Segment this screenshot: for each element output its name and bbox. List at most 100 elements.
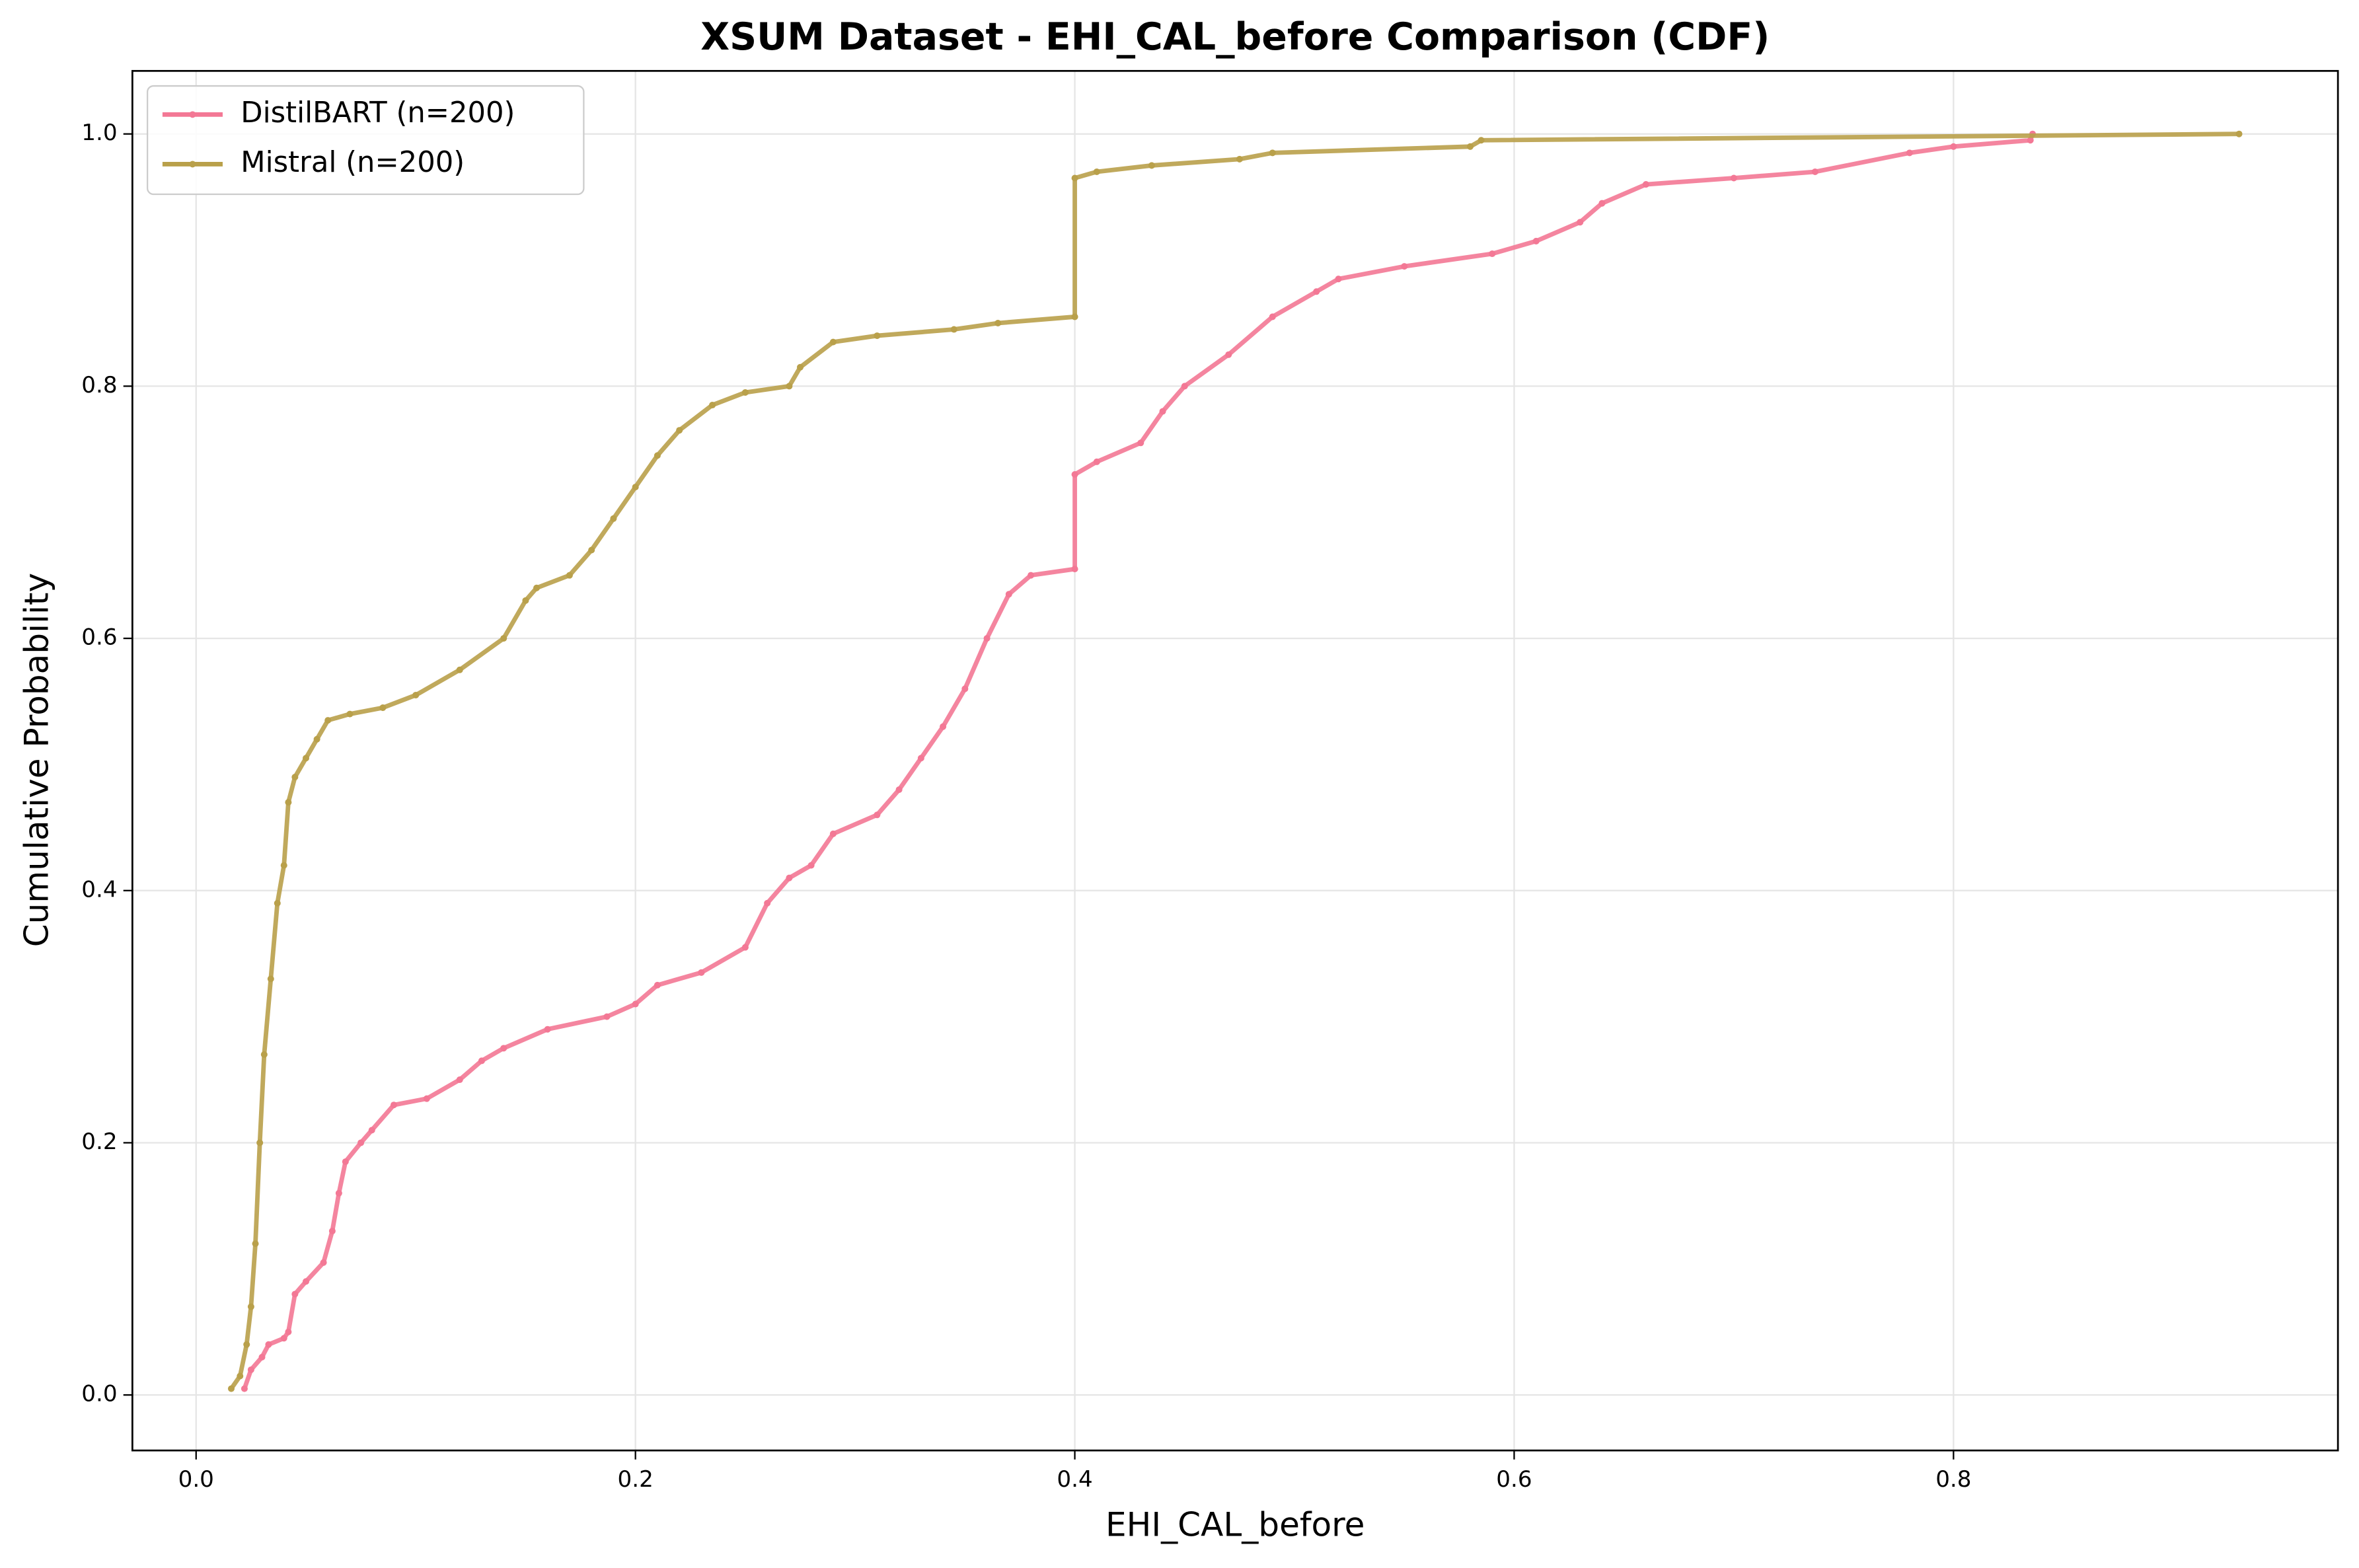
point <box>2235 130 2243 137</box>
point <box>227 1385 235 1392</box>
point <box>829 830 837 837</box>
point <box>274 899 281 907</box>
y-tick-label: 0.4 <box>81 876 117 903</box>
point <box>1269 149 1276 157</box>
point <box>950 326 957 333</box>
plot-frame <box>131 69 2339 1452</box>
point <box>313 735 320 743</box>
point <box>243 1341 250 1348</box>
point <box>368 1127 375 1134</box>
point <box>390 1101 397 1109</box>
point <box>961 685 969 692</box>
point <box>1071 313 1078 320</box>
point <box>265 1341 272 1348</box>
point <box>632 1000 639 1008</box>
point <box>291 1290 299 1298</box>
point <box>983 635 991 642</box>
point <box>829 338 837 346</box>
point <box>267 975 274 983</box>
x-tick-label: 0.8 <box>1935 1466 1971 1493</box>
legend: DistilBART (n=200) Mistral (n=200) <box>146 85 585 196</box>
point <box>324 717 332 724</box>
point <box>741 944 749 951</box>
chart-title: XSUM Dataset - EHI_CAL_before Comparison… <box>700 15 1770 59</box>
point <box>291 774 299 781</box>
point <box>1148 162 1155 169</box>
point <box>1028 572 1035 579</box>
point <box>603 1013 611 1020</box>
point <box>280 1335 287 1342</box>
x-axis-label: EHI_CAL_before <box>1105 1506 1365 1544</box>
point <box>764 899 771 907</box>
point <box>588 546 595 554</box>
point <box>342 1158 349 1166</box>
point <box>1093 168 1100 175</box>
y-tick-label: 0.6 <box>81 624 117 651</box>
point <box>478 1057 485 1064</box>
y-tick-label: 0.8 <box>81 372 117 398</box>
point <box>328 1228 336 1235</box>
point <box>1906 149 1913 157</box>
point <box>874 811 881 819</box>
point <box>1811 168 1818 175</box>
point <box>247 1366 254 1373</box>
y-tick-label: 0.0 <box>81 1381 117 1407</box>
legend-marker <box>189 111 196 118</box>
point <box>654 981 661 989</box>
x-tick-label: 0.4 <box>1057 1466 1092 1493</box>
point <box>533 584 541 591</box>
point <box>1071 174 1078 182</box>
point <box>566 572 573 579</box>
point <box>676 427 683 434</box>
point <box>1642 181 1649 188</box>
point <box>357 1139 365 1146</box>
point <box>654 452 661 459</box>
point <box>260 1051 268 1058</box>
point <box>412 691 420 698</box>
point <box>285 1328 292 1335</box>
point <box>1730 174 1737 182</box>
point <box>252 1240 259 1248</box>
point <box>302 1278 309 1285</box>
point <box>456 666 463 673</box>
point <box>786 383 793 390</box>
point <box>1071 470 1078 478</box>
legend-label: Mistral (n=200) <box>241 146 465 179</box>
point <box>423 1095 430 1102</box>
cdf-line <box>229 131 2239 1390</box>
point <box>302 755 309 762</box>
point <box>346 710 354 718</box>
point <box>241 1385 248 1392</box>
legend-label: DistilBART (n=200) <box>241 96 515 130</box>
point <box>320 1259 327 1266</box>
point <box>1236 155 1243 163</box>
point <box>1181 383 1188 390</box>
point <box>1466 143 1474 150</box>
point <box>1489 250 1496 258</box>
point <box>522 597 529 604</box>
point <box>456 1076 463 1084</box>
point <box>1577 219 1584 226</box>
point <box>1159 408 1166 415</box>
y-tick-label: 1.0 <box>81 120 117 146</box>
point <box>280 862 287 869</box>
point <box>807 862 815 869</box>
point <box>917 755 924 762</box>
point <box>247 1303 254 1310</box>
point <box>874 332 881 340</box>
point <box>256 1139 264 1146</box>
point <box>1269 313 1276 320</box>
y-tick-label: 0.2 <box>81 1129 117 1155</box>
point <box>500 1045 507 1052</box>
point <box>1137 439 1144 447</box>
point <box>1598 200 1606 207</box>
legend-box <box>146 85 585 196</box>
point <box>940 723 947 730</box>
point <box>1532 237 1540 244</box>
point <box>1401 263 1408 270</box>
point <box>335 1189 342 1197</box>
point <box>2027 137 2034 144</box>
point <box>741 389 749 396</box>
point <box>1478 137 1485 144</box>
